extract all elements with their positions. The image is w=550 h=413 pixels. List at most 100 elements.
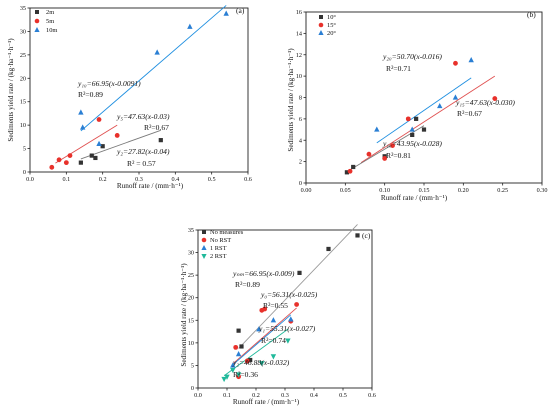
fit-equation: y₁=55.31(x-0.027) [258,324,316,333]
fit-r2: R²=0.81 [386,151,411,160]
data-point [67,153,73,159]
data-point [326,246,331,252]
fit-r2: R²=0.55 [263,301,288,310]
data-point [158,138,163,143]
y-tick-label: 30 [188,250,194,257]
y-tick-label: 2 [299,159,302,166]
legend-marker [35,10,39,14]
fit-equation: y₂=46.88(x-0.032) [232,358,290,367]
x-tick-label: 0.20 [458,187,469,194]
y-tick-label: 0 [23,169,26,176]
fit-equation: y₀=56.31(x-0.025) [260,290,318,299]
x-tick-label: 0.2 [252,392,260,399]
y-tick-label: 10 [296,73,302,80]
x-axis-label: Runoff rate / (mm·h⁻¹) [233,398,300,406]
data-point [347,168,353,174]
data-point [100,144,105,149]
fit-r2: R²=0.89 [78,90,103,99]
data-point [344,170,350,175]
panel-a: 0.0 0.1 0.2 0.3 0.4 0.5 0.6 0 5 10 15 20 25 30 35 2m 5… [7,5,252,190]
data-point [56,157,62,163]
x-tick-label: 0.5 [339,392,347,399]
legend-marker [201,237,207,243]
data-point [270,317,277,323]
y-tick-label: 10 [20,122,26,129]
data-point [288,316,294,322]
legend-marker [319,15,323,19]
legend-label: 2m [46,9,54,16]
y-tick-label: 20 [188,295,194,302]
x-axis-label: Runoff rate / (mm·h⁻¹) [381,194,448,202]
data-point [230,367,236,374]
data-point [235,372,242,378]
x-tick-label: 0.2 [99,176,107,183]
data-point [262,306,268,312]
data-point [230,362,236,368]
fit-equation: y₂₀=50.70(x-0.016) [382,52,442,61]
y-axis-label: Sediments yield rate / (kg·ha⁻¹·h⁻¹) [287,48,295,152]
fit-line [376,77,472,144]
panel-label: (c) [362,231,371,240]
data-point [233,344,239,350]
x-tick-label: 0.25 [497,187,508,194]
panel-b: 0.00 0.05 0.10 0.15 0.20 0.25 0.30 0 2 4 6 8 10 12 14 1… [287,9,547,202]
fit-line [80,5,227,132]
data-point [96,140,102,146]
data-point [297,270,302,275]
data-point [79,124,86,130]
x-tick-label: 0.6 [244,176,252,183]
y-tick-label: 0 [299,180,302,187]
data-point [374,126,380,132]
panel-b-legend: 10° 15° 20° [318,14,336,37]
legend-label: No RST [210,237,231,244]
fit-line [345,125,425,174]
data-point [452,94,459,100]
fit-equation: y₅=47.63(x-0.03) [116,112,170,121]
fit-r2: R²=0.67 [144,123,169,132]
data-point [239,344,244,349]
panel-b-ticks: 0.00 0.05 0.10 0.15 0.20 0.25 0.30 0 2 4 6 8 10 12 14 1… [296,9,548,194]
y-tick-label: 5 [191,362,194,369]
data-point [78,109,84,115]
y-tick-label: 30 [20,28,26,35]
y-tick-label: 35 [20,5,26,12]
data-point [285,338,291,344]
y-tick-label: 15 [20,99,26,106]
panel-b-fit-lines [345,75,496,174]
x-tick-label: 0.5 [208,176,216,183]
data-point [409,126,415,132]
panel-a-fit-lines [55,5,227,164]
data-point [96,117,102,122]
legend-marker [34,18,40,24]
fit-annotations: y₁₀=66.95(x-0.0091) R²=0.89 y₅=47.63(x-0… [77,79,170,168]
x-tick-label: 0.15 [419,187,430,194]
legend-label: 20° [327,30,336,37]
panel-c: 0.0 0.1 0.2 0.3 0.4 0.5 0.6 0 5 10 15 20 25 30 35 No m… [180,224,376,406]
data-point [270,354,277,360]
data-point [89,153,94,158]
y-tick-label: 16 [296,9,302,16]
legend-label: 15° [327,22,336,29]
data-point [390,143,395,148]
data-point [223,10,229,16]
data-point [351,164,356,170]
fit-line [80,129,161,160]
x-tick-label: 0.10 [379,187,390,194]
panel-b-points [344,56,498,175]
y-tick-label: 4 [299,137,302,144]
data-point [421,127,427,132]
y-tick-label: 5 [23,146,26,153]
panel-a-ticks: 0.0 0.1 0.2 0.3 0.4 0.5 0.6 0 5 10 15 20 25 30 35 [20,5,252,183]
data-point [259,361,265,367]
y-axis-label: Sediments yield rate / (kg·ha⁻¹·h⁻¹) [180,263,188,367]
fit-annotations: yₙₘ=66.95(x-0.009) R²=0.89 y₀=56.31(x-0.… [232,269,318,379]
legend-marker [201,245,207,250]
x-tick-label: 0.05 [340,187,351,194]
data-point [414,116,419,121]
fit-annotations: y₂₀=50.70(x-0.016) R²=0.71 y₁₅=47.63(x-0… [382,52,515,160]
data-point [294,302,299,307]
fit-r2: R²=0.74 [261,336,286,345]
data-point [405,116,411,122]
y-axis-label: Sediments yield rate / (kg·ha⁻¹·h⁻¹) [7,38,15,142]
data-point [453,60,458,66]
